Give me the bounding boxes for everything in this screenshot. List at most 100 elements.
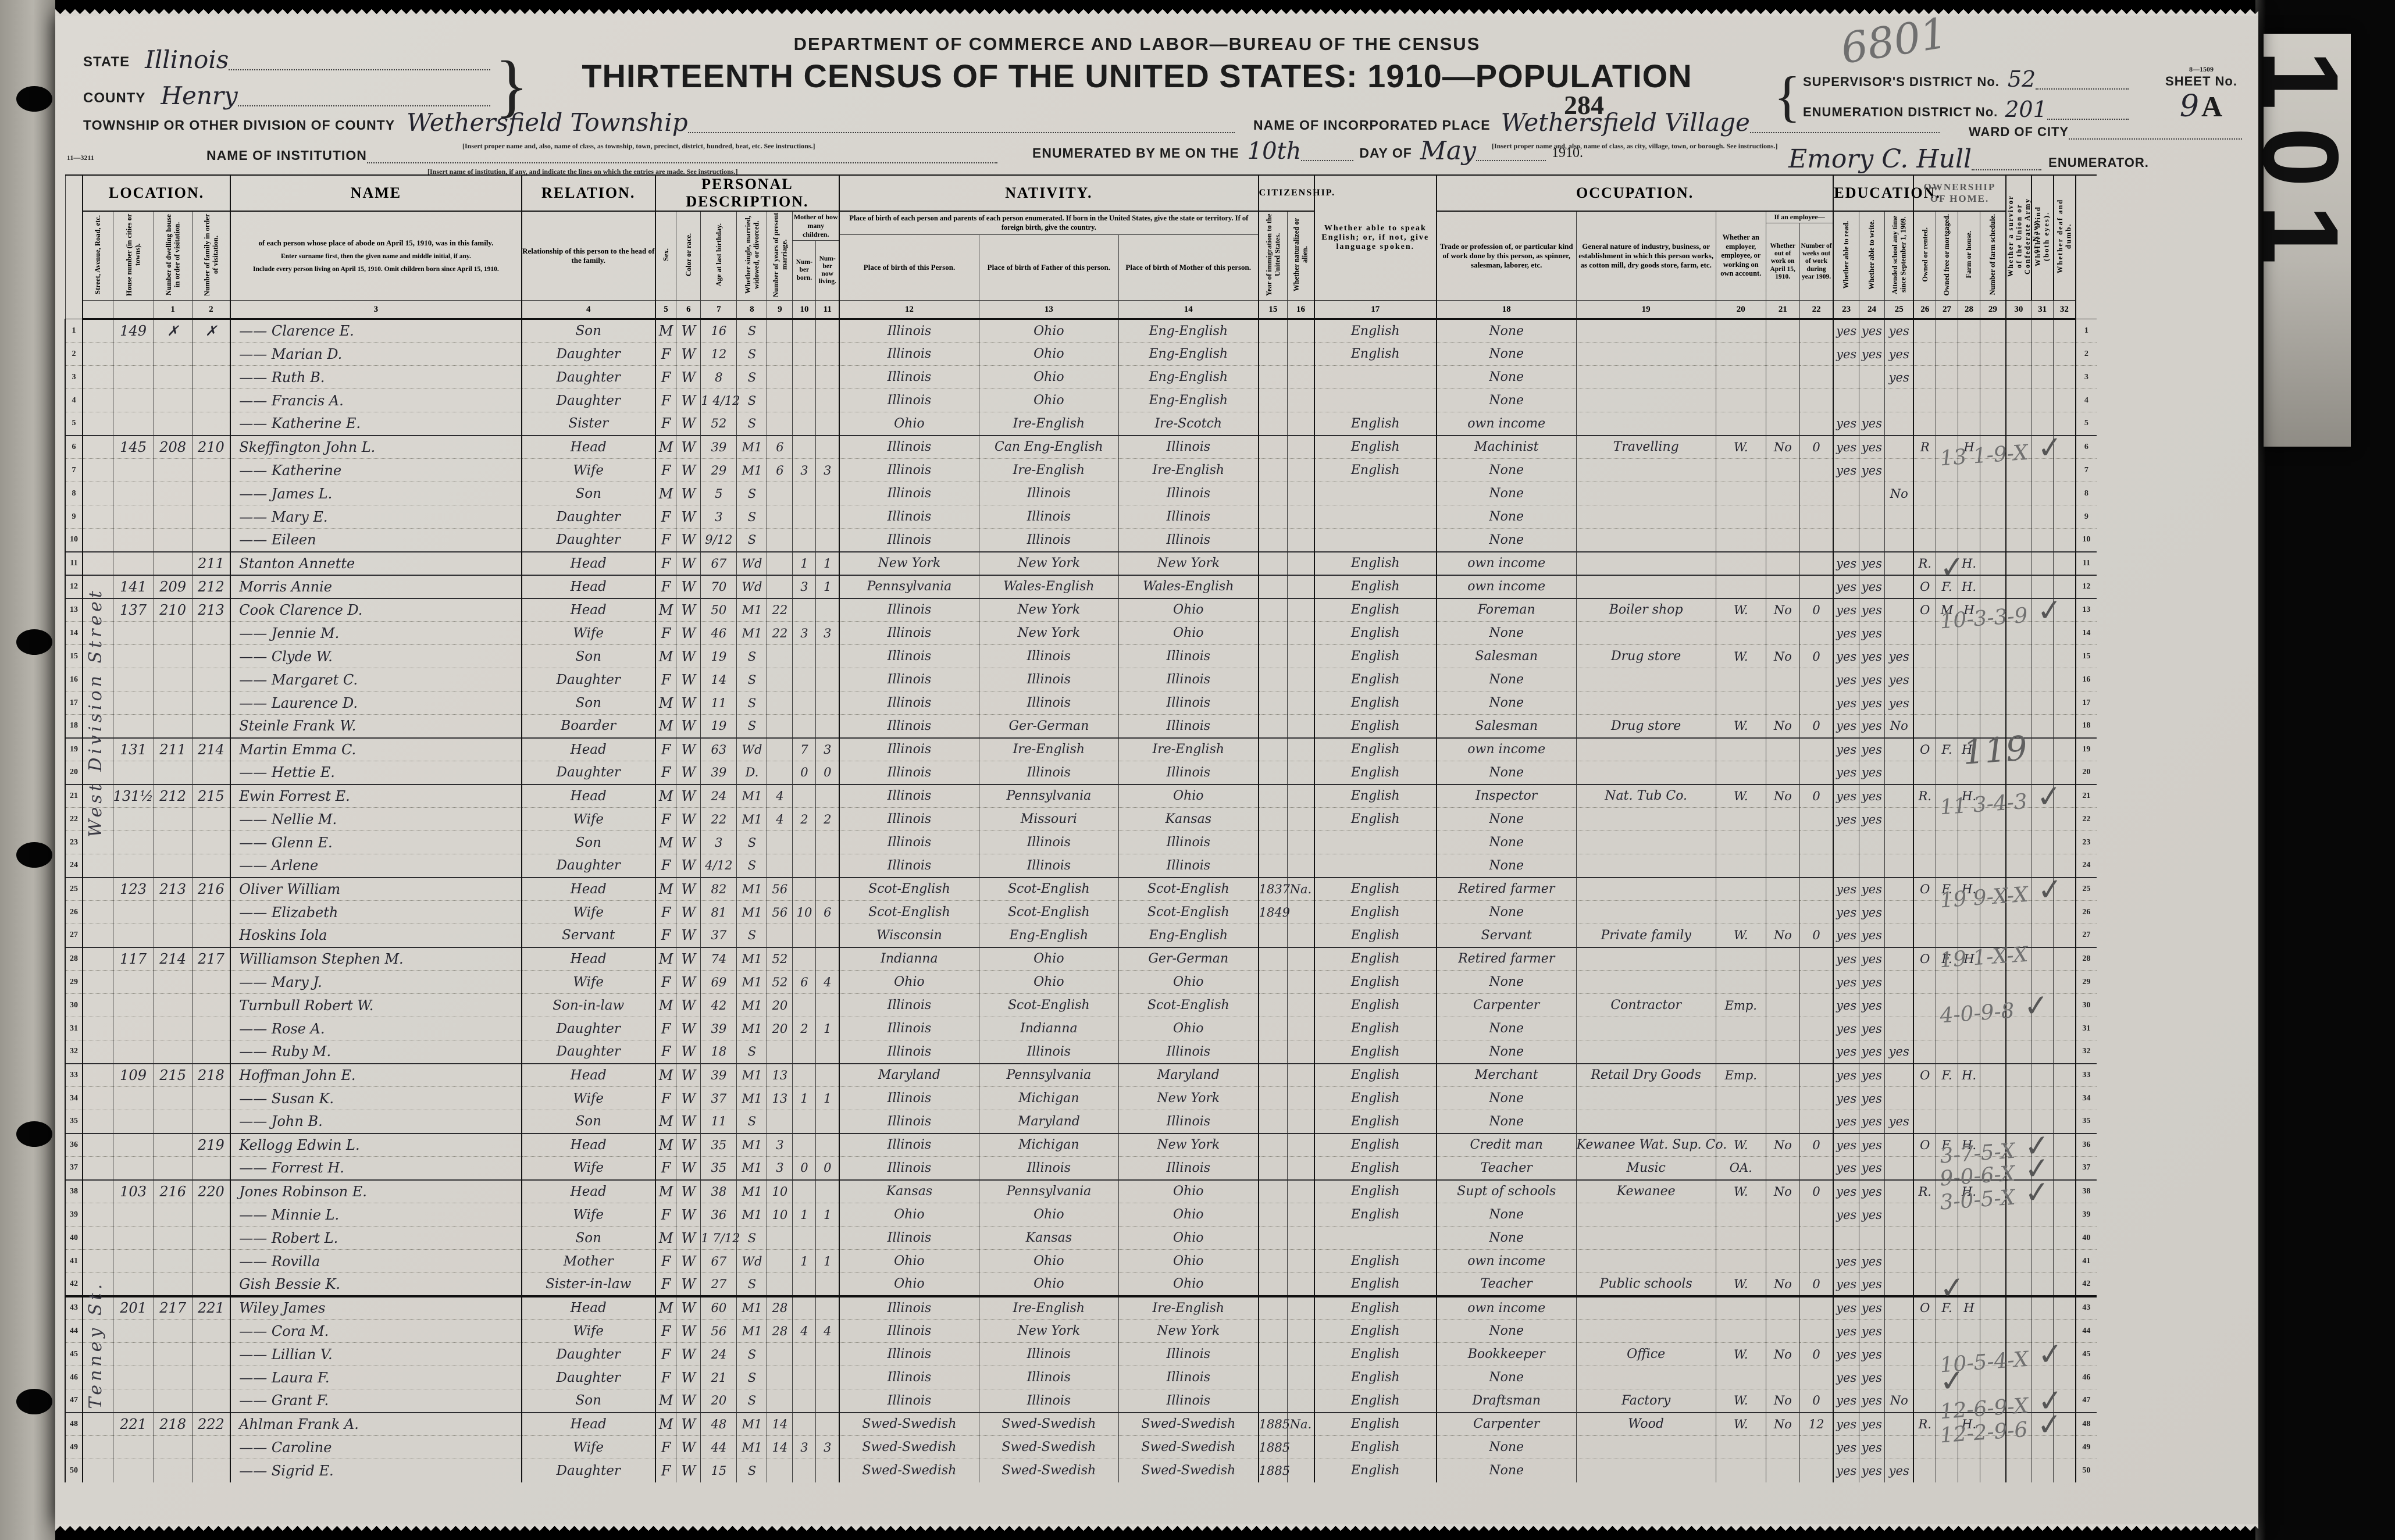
age: 82 [700, 877, 737, 901]
street-cell [82, 691, 113, 715]
house-number [112, 458, 154, 482]
children-born [792, 993, 816, 1017]
trade: None [1435, 342, 1577, 366]
census-row: 2 —— Marian D. Daughter F W 12 S Illinois Ohio En… [64, 342, 2097, 366]
relation: Sister-in-law [521, 1272, 655, 1296]
birthplace: Illinois [839, 319, 979, 343]
blind [2031, 1133, 2054, 1157]
can-write [1858, 365, 1885, 389]
children-born: 3 [792, 458, 816, 482]
color-race: W [676, 1296, 701, 1320]
birthplace: Illinois [839, 737, 979, 761]
home-free-mortgaged [1935, 924, 1958, 947]
marital-status: M1 [736, 598, 767, 622]
marital-status: S [736, 1366, 767, 1389]
weeks-out [1799, 1435, 1834, 1459]
line-number: 23 [2075, 830, 2097, 854]
mother-birthplace: Illinois [1118, 714, 1259, 738]
farm-schedule [1980, 807, 2006, 831]
industry: Public schools [1576, 1272, 1716, 1296]
dwelling-number [153, 714, 193, 738]
age: 81 [700, 900, 737, 924]
language: English [1313, 1435, 1437, 1459]
children-born: 2 [792, 807, 816, 831]
farm-schedule [1980, 575, 2006, 598]
attended-school [1884, 761, 1914, 785]
can-read: yes [1833, 714, 1859, 738]
house-number: 137 [112, 598, 154, 622]
can-read: yes [1833, 575, 1859, 598]
can-write: yes [1858, 1272, 1885, 1296]
father-birthplace: Ohio [978, 319, 1119, 343]
line-number: 8 [2075, 482, 2097, 505]
attended-school: No [1884, 714, 1914, 738]
can-read: yes [1833, 319, 1859, 343]
home-owned-rented: O [1913, 1063, 1936, 1087]
mother-birthplace: Ohio [1118, 1272, 1259, 1296]
father-birthplace: Eng-English [978, 924, 1119, 947]
veteran [2005, 388, 2032, 412]
out-of-work [1765, 388, 1800, 412]
immigration-year [1257, 947, 1288, 971]
line-number: 11 [64, 551, 83, 575]
trade: None [1435, 668, 1577, 691]
col-color: Color or race. [676, 211, 701, 301]
children-living: 3 [815, 737, 840, 761]
blind [2031, 435, 2054, 459]
children-living [815, 668, 840, 691]
children-born [792, 668, 816, 691]
state-label: STATE [83, 54, 130, 70]
deaf [2053, 435, 2076, 459]
language [1313, 482, 1437, 505]
dwelling-number [153, 342, 193, 366]
naturalized [1287, 1249, 1314, 1273]
industry: Contractor [1576, 993, 1716, 1017]
group-personal: PERSONAL DESCRIPTION. [654, 174, 840, 212]
street-cell [82, 1017, 113, 1040]
farm-or-house: H. [1958, 877, 1980, 901]
language: English [1313, 551, 1437, 575]
veteran [2005, 1366, 2032, 1389]
home-owned-rented [1913, 412, 1936, 436]
deaf [2053, 737, 2076, 761]
home-free-mortgaged [1935, 1389, 1958, 1413]
industry [1576, 691, 1716, 715]
industry: Factory [1576, 1389, 1716, 1413]
home-owned-rented [1913, 1272, 1936, 1296]
children-living [815, 784, 840, 808]
mother-birthplace: Ohio [1118, 784, 1259, 808]
out-of-work [1765, 854, 1800, 878]
age: 38 [700, 1179, 737, 1203]
birthplace: Illinois [839, 458, 979, 482]
out-of-work [1765, 1459, 1800, 1482]
punch-hole [16, 629, 52, 655]
attended-school [1884, 854, 1914, 878]
can-read: yes [1833, 900, 1859, 924]
children-born [792, 1272, 816, 1296]
father-birthplace: Illinois [978, 830, 1119, 854]
census-row: 42 Gish Bessie K. Sister-in-law F W 27 S Ohio Oh… [64, 1270, 2097, 1306]
employer-status [1715, 388, 1766, 412]
street-cell [82, 668, 113, 691]
attended-school [1884, 1249, 1914, 1273]
house-number: 131½ [112, 784, 154, 808]
trade: Teacher [1435, 1156, 1577, 1180]
pencil-checkmark: ✓ [1938, 1270, 1966, 1307]
home-owned-rented [1913, 1389, 1936, 1413]
veteran [2005, 784, 2032, 808]
immigration-year [1257, 714, 1288, 738]
census-row: 33 109 215 218 Hoffman John E. Head M W 39 M1 13 Ma… [64, 1063, 2097, 1087]
farm-or-house [1958, 691, 1980, 715]
children-living [815, 1040, 840, 1064]
language: English [1313, 598, 1437, 622]
person-name: —— Margaret C. [230, 668, 522, 691]
farm-or-house [1958, 1110, 1980, 1133]
sex: M [654, 598, 676, 622]
years-married [767, 365, 793, 389]
weeks-out [1799, 1156, 1834, 1180]
col-schedule: Number of farm schedule. [1980, 211, 2006, 301]
relation: Son [521, 644, 655, 668]
weeks-out [1799, 854, 1834, 878]
blind [2031, 1412, 2054, 1436]
farm-schedule: 12-2-9-6 ✓ [1939, 1406, 2063, 1448]
